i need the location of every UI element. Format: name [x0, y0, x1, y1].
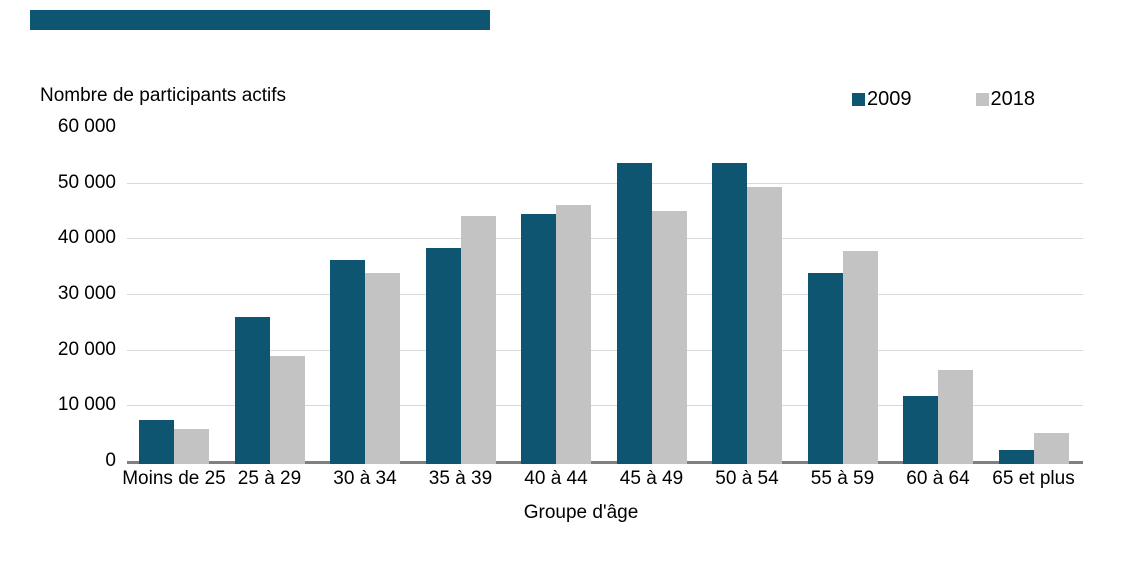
legend-swatch-2009: [852, 93, 865, 106]
bar-2009-30-à-34[interactable]: [330, 260, 365, 464]
bar-2018-40-à-44[interactable]: [556, 204, 591, 464]
bar-2018-60-à-64[interactable]: [938, 369, 973, 464]
gridline: [127, 238, 1083, 240]
bar-2009-moins-de-25[interactable]: [139, 420, 174, 464]
bar-2009-45-à-49[interactable]: [616, 162, 652, 464]
x-tick-label: Moins de 25: [122, 468, 226, 489]
legend-item-2009[interactable]: 2009: [852, 88, 912, 110]
y-tick-label: 10 000: [57, 394, 116, 415]
legend-label: 2018: [990, 88, 1036, 110]
bar-2018-moins-de-25[interactable]: [174, 428, 209, 464]
bar-2018-25-à-29[interactable]: [269, 355, 305, 464]
y-tick-label: 0: [105, 450, 116, 471]
gridline: [127, 294, 1083, 295]
legend-item-2018[interactable]: 2018: [975, 88, 1036, 110]
x-tick-label: 50 à 54: [715, 468, 779, 489]
x-tick-label: 35 à 39: [428, 468, 493, 489]
x-tick-label: 40 à 44: [524, 468, 588, 489]
bar-2009-65-et-plus[interactable]: [998, 450, 1034, 464]
bar-2009-55-à-59[interactable]: [807, 272, 843, 464]
bar-2018-35-à-39[interactable]: [460, 216, 496, 464]
bar-2009-50-à-54[interactable]: [712, 162, 747, 464]
bar-2009-40-à-44[interactable]: [521, 213, 556, 464]
x-tick-label: 45 à 49: [619, 468, 684, 489]
redacted-title-bar: [30, 10, 490, 30]
legend-swatch-2018: [975, 93, 989, 106]
x-tick-label: 30 à 34: [333, 468, 397, 489]
y-tick-label: 20 000: [57, 339, 116, 360]
x-tick-label: 60 à 64: [906, 468, 970, 489]
bar-2018-45-à-49[interactable]: [651, 211, 687, 464]
x-tick-label: 55 à 59: [810, 468, 875, 489]
y-axis-title: Nombre de participants actifs: [40, 85, 287, 106]
y-tick-label: 50 000: [57, 172, 116, 193]
y-tick-label: 60 000: [57, 116, 116, 137]
x-tick-label: 65 et plus: [992, 468, 1075, 489]
x-axis-line: [127, 461, 1083, 464]
y-tick-label: 30 000: [57, 283, 116, 304]
bar-2018-50-à-54[interactable]: [747, 187, 782, 464]
legend: 2009 2018: [852, 88, 1035, 110]
bar-2009-35-à-39[interactable]: [425, 247, 461, 464]
bar-2018-65-et-plus[interactable]: [1033, 432, 1069, 464]
gridline: [127, 405, 1083, 407]
gridline: [127, 349, 1083, 351]
bar-2009-25-à-29[interactable]: [234, 316, 270, 464]
x-axis-title: Groupe d'âge: [523, 502, 639, 523]
x-tick-label: 25 à 29: [237, 468, 302, 489]
bar-2018-30-à-34[interactable]: [365, 272, 400, 464]
bar-2009-60-à-64[interactable]: [903, 395, 938, 464]
legend-label: 2009: [867, 88, 912, 110]
y-tick-label: 40 000: [57, 227, 116, 248]
bar-2018-55-à-59[interactable]: [842, 250, 878, 464]
gridline: [127, 182, 1083, 184]
